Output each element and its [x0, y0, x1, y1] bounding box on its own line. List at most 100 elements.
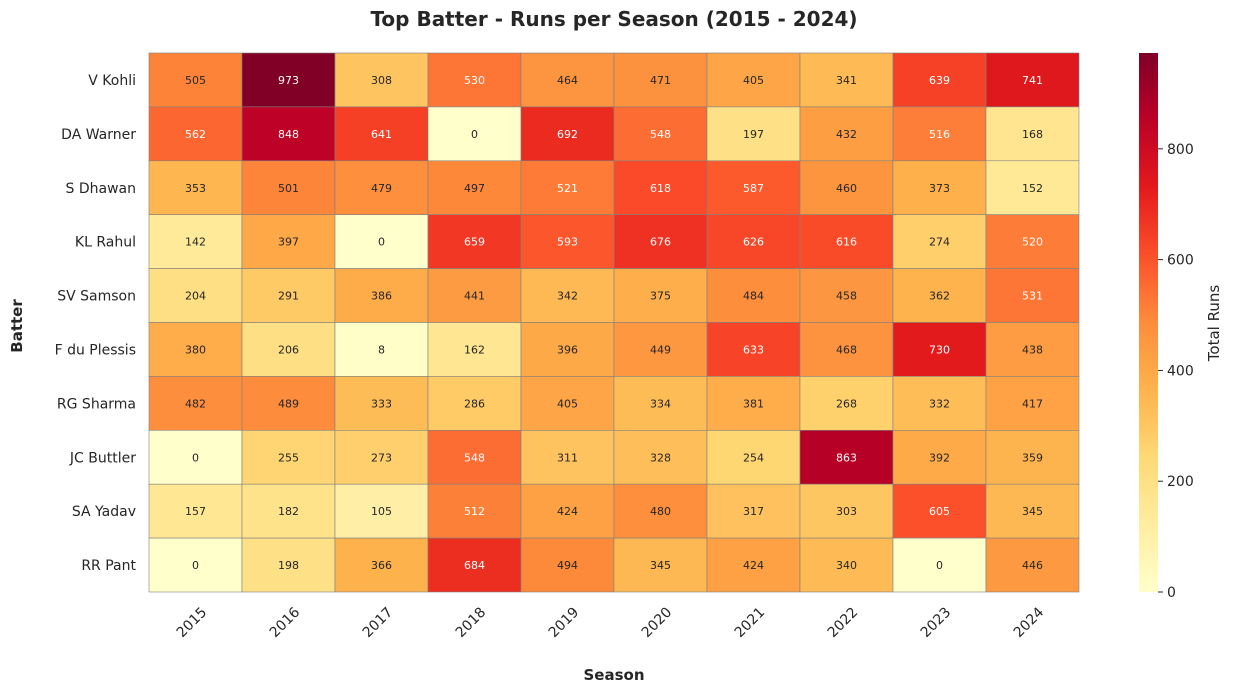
cell-value-label: 405	[557, 397, 578, 410]
heatmap-cell	[706, 268, 801, 323]
cell-value-label: 198	[278, 559, 299, 572]
heatmap-cell	[613, 537, 708, 593]
heatmap-cell	[241, 106, 336, 162]
y-tick-label: RR Pant	[81, 558, 136, 574]
heatmap-cell	[427, 429, 522, 485]
y-tick-label: DA Warner	[61, 127, 136, 143]
cell-value-label: 432	[836, 128, 857, 141]
cell-value-label: 480	[650, 505, 671, 518]
cell-value-label: 291	[278, 290, 299, 303]
x-tick-label: 2017	[360, 604, 397, 641]
colorbar-gradient	[1139, 53, 1158, 592]
cell-value-label: 505	[185, 74, 206, 87]
cell-value-label: 531	[1022, 290, 1043, 303]
cell-value-label: 197	[743, 128, 764, 141]
cell-value-label: 639	[929, 74, 950, 87]
cell-value-label: 157	[185, 505, 206, 518]
heatmap-cell	[985, 376, 1080, 431]
cell-value-label: 593	[557, 236, 578, 249]
cell-value-label: 464	[557, 74, 578, 87]
heatmap-cell	[985, 52, 1080, 108]
colorbar-ticks: 0 200 400 600 800	[1158, 142, 1194, 601]
cell-value-label: 273	[371, 451, 392, 464]
cell-value-label: 482	[185, 397, 206, 410]
cell-value-label: 0	[936, 559, 943, 572]
cell-value-label: 380	[185, 343, 206, 356]
heatmap-cell	[334, 160, 429, 216]
cell-value-label: 973	[278, 74, 299, 87]
heatmap-cell	[334, 268, 429, 323]
heatmap-cell	[520, 483, 615, 539]
heatmap-cell	[613, 106, 708, 162]
cell-value-label: 741	[1022, 74, 1043, 87]
cell-value-label: 424	[557, 505, 578, 518]
x-tick-label: 2024	[1011, 604, 1048, 641]
chart-title: Top Batter - Runs per Season (2015 - 202…	[370, 7, 857, 31]
heatmap-cell	[148, 376, 243, 431]
y-axis-title: Batter	[8, 299, 26, 353]
heatmap-cell	[148, 160, 243, 216]
colorbar-tick-label: 800	[1167, 142, 1194, 158]
heatmap-cell	[520, 214, 615, 269]
heatmap-cell	[892, 483, 987, 539]
heatmap-cell	[148, 537, 243, 593]
heatmap-cell	[613, 322, 708, 377]
cell-value-label: 548	[650, 128, 671, 141]
heatmap-cells: 505 973 308 530 464 471 405 341 639 741 562 848 641 0…	[148, 52, 1080, 593]
heatmap-cell	[613, 268, 708, 323]
y-tick-label: V Kohli	[88, 73, 136, 89]
heatmap-cell	[334, 483, 429, 539]
heatmap-cell	[520, 429, 615, 485]
heatmap-cell	[799, 537, 894, 593]
cell-value-label: 381	[743, 397, 764, 410]
cell-value-label: 182	[278, 505, 299, 518]
cell-value-label: 516	[929, 128, 950, 141]
colorbar-tick-label: 200	[1167, 474, 1194, 490]
heatmap-cell	[892, 429, 987, 485]
x-tick-label: 2022	[825, 604, 862, 641]
y-tick-label: SA Yadav	[72, 504, 136, 520]
cell-value-label: 274	[929, 236, 950, 249]
heatmap-cell	[241, 52, 336, 108]
cell-value-label: 497	[464, 182, 485, 195]
cell-value-label: 417	[1022, 397, 1043, 410]
cell-value-label: 303	[836, 505, 857, 518]
heatmap-cell	[985, 160, 1080, 216]
heatmap-cell	[241, 268, 336, 323]
cell-value-label: 562	[185, 128, 206, 141]
cell-value-label: 328	[650, 451, 671, 464]
cell-value-label: 521	[557, 182, 578, 195]
cell-value-label: 489	[278, 397, 299, 410]
x-tick-label: 2016	[267, 604, 304, 641]
cell-value-label: 458	[836, 290, 857, 303]
y-tick-label: F du Plessis	[55, 342, 136, 358]
heatmap-cell	[148, 429, 243, 485]
heatmap-cell	[427, 537, 522, 593]
cell-value-label: 616	[836, 236, 857, 249]
cell-value-label: 254	[743, 451, 764, 464]
cell-value-label: 501	[278, 182, 299, 195]
heatmap-cell	[520, 268, 615, 323]
heatmap-cell	[334, 52, 429, 108]
colorbar: 0 200 400 600 800 Total Runs	[1139, 53, 1223, 601]
x-tick-label: 2018	[453, 604, 490, 641]
heatmap-cell	[706, 322, 801, 377]
cell-value-label: 626	[743, 236, 764, 249]
heatmap-cell	[241, 537, 336, 593]
cell-value-label: 317	[743, 505, 764, 518]
heatmap-cell	[613, 376, 708, 431]
cell-value-label: 424	[743, 559, 764, 572]
cell-value-label: 641	[371, 128, 392, 141]
cell-value-label: 605	[929, 505, 950, 518]
cell-value-label: 340	[836, 559, 857, 572]
heatmap-cell	[706, 214, 801, 269]
x-tick-label: 2023	[918, 604, 955, 641]
heatmap-cell	[334, 537, 429, 593]
cell-value-label: 676	[650, 236, 671, 249]
heatmap-cell	[706, 376, 801, 431]
x-tick-labels: 2015 2016 2017 2018 2019 2020 2021 2022 2023 2024	[174, 604, 1048, 641]
cell-value-label: 162	[464, 343, 485, 356]
colorbar-tick-label: 600	[1167, 253, 1194, 269]
heatmap-cell	[892, 537, 987, 593]
cell-value-label: 730	[929, 343, 950, 356]
